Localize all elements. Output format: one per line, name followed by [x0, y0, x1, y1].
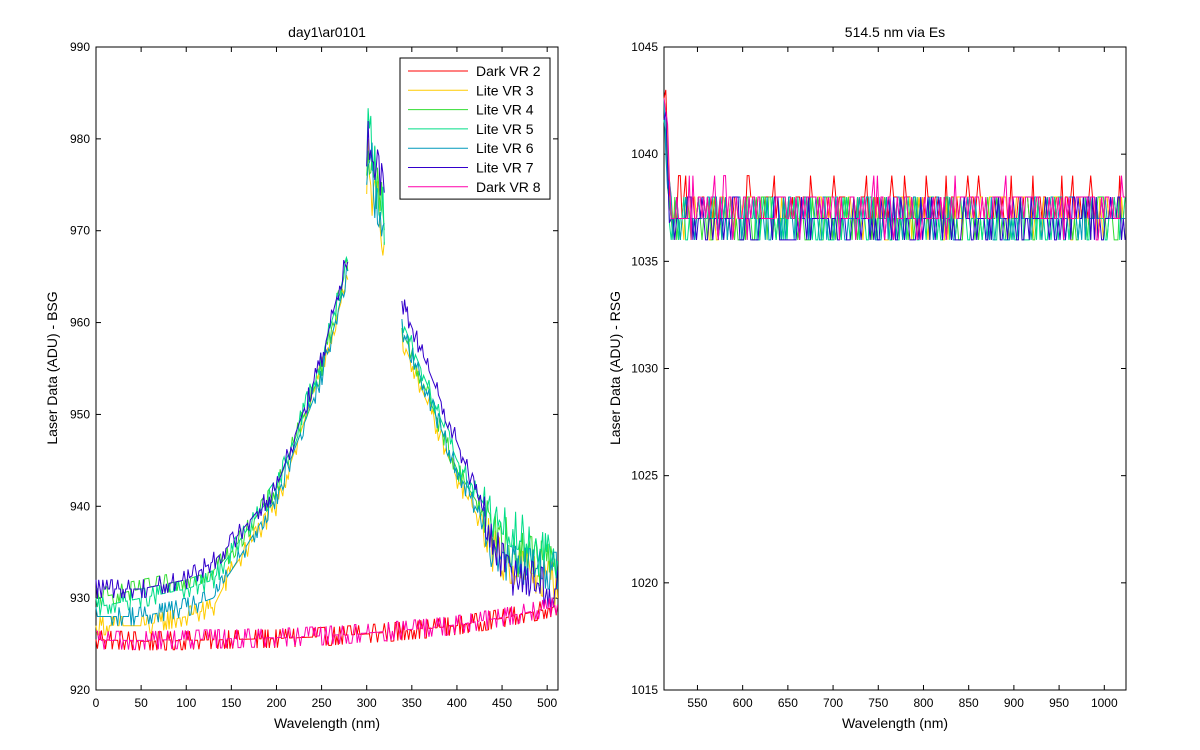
y-tick-label: 1025 [631, 469, 658, 483]
left-x-axis-label: Wavelength (nm) [274, 715, 380, 731]
right-x-axis-label: Wavelength (nm) [842, 715, 948, 731]
legend-label: Lite VR 4 [476, 102, 534, 118]
x-tick-label: 950 [1049, 696, 1069, 710]
x-tick-label: 250 [312, 696, 332, 710]
y-tick-label: 1030 [631, 362, 658, 376]
y-tick-label: 920 [70, 683, 90, 697]
right-plot-lines [663, 89, 1126, 241]
legend-label: Lite VR 3 [476, 82, 534, 98]
x-tick-label: 200 [266, 696, 286, 710]
x-tick-label: 300 [357, 696, 377, 710]
y-tick-label: 990 [70, 40, 90, 54]
legend-label: Dark VR 8 [476, 179, 541, 195]
y-tick-label: 960 [70, 316, 90, 330]
left-chart: day1\ar0101 Wavelength (nm) Laser Data (… [44, 24, 559, 731]
legend-label: Lite VR 7 [476, 160, 534, 176]
x-tick-label: 650 [778, 696, 798, 710]
y-tick-label: 1015 [631, 683, 658, 697]
x-tick-label: 1000 [1091, 696, 1118, 710]
y-tick-label: 1040 [631, 147, 658, 161]
right-plot-frame [663, 46, 1127, 691]
legend-label: Lite VR 6 [476, 140, 534, 156]
right-axis-ticks: 550 600 650 700 750 800 850 900 950 1000 1015 1020 1… [631, 40, 1126, 710]
right-y-axis-label: Laser Data (ADU) - RSG [607, 291, 623, 445]
x-tick-label: 850 [959, 696, 979, 710]
y-tick-label: 950 [70, 407, 90, 421]
x-tick-label: 550 [687, 696, 707, 710]
y-tick-label: 980 [70, 132, 90, 146]
x-tick-label: 700 [823, 696, 843, 710]
x-tick-label: 0 [93, 696, 100, 710]
x-tick-label: 900 [1004, 696, 1024, 710]
legend-label: Dark VR 2 [476, 63, 541, 79]
y-tick-label: 940 [70, 499, 90, 513]
left-legend: Dark VR 2 Lite VR 3 Lite VR 4 Lite VR 5 Lite… [399, 57, 551, 200]
series-line-6 [96, 597, 558, 651]
right-chart: 514.5 nm via Es Wavelength (nm) Laser Da… [607, 24, 1127, 731]
y-tick-label: 970 [70, 224, 90, 238]
series-line-5 [663, 111, 1126, 241]
x-tick-label: 350 [402, 696, 422, 710]
left-axis-ticks: 0 50 100 150 200 250 300 350 400 450 500 920 930 940 9… [70, 40, 558, 710]
right-chart-title: 514.5 nm via Es [845, 24, 945, 40]
legend-label: Lite VR 5 [476, 121, 534, 137]
left-chart-title: day1\ar0101 [288, 24, 366, 40]
x-tick-label: 800 [913, 696, 933, 710]
left-plot-lines [95, 108, 558, 651]
y-tick-label: 1035 [631, 254, 658, 268]
x-tick-label: 100 [176, 696, 196, 710]
series-line-5 [95, 120, 558, 608]
x-tick-label: 450 [492, 696, 512, 710]
series-line-6 [663, 98, 1126, 241]
x-tick-label: 50 [134, 696, 148, 710]
x-tick-label: 150 [221, 696, 241, 710]
x-tick-label: 600 [733, 696, 753, 710]
x-tick-label: 400 [447, 696, 467, 710]
x-tick-label: 500 [537, 696, 557, 710]
y-tick-label: 1045 [631, 40, 658, 54]
y-tick-label: 930 [70, 591, 90, 605]
y-tick-label: 1020 [631, 576, 658, 590]
x-tick-label: 750 [868, 696, 888, 710]
left-y-axis-label: Laser Data (ADU) - BSG [44, 291, 60, 444]
